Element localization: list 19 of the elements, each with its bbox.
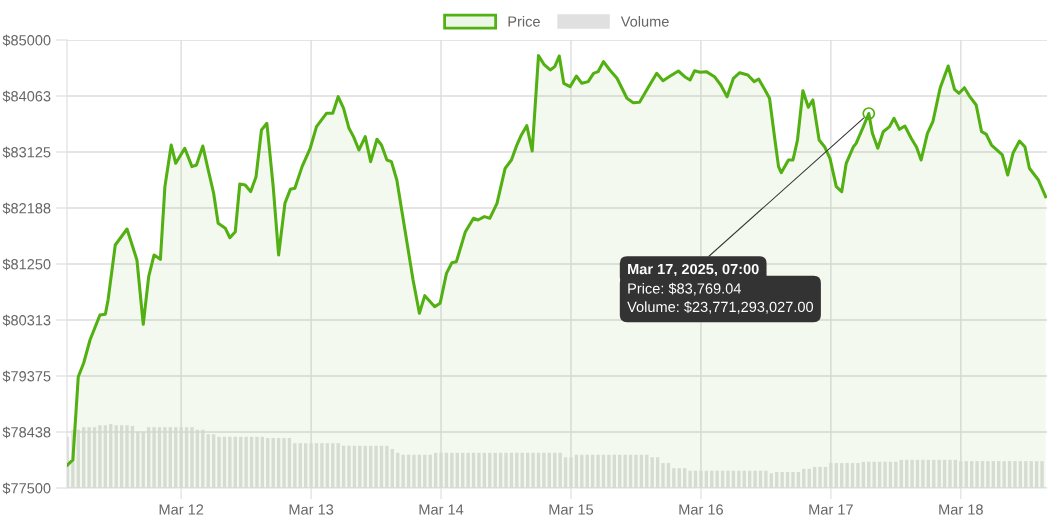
x-tick-label: Mar 13 — [289, 504, 334, 515]
x-tick-label: Mar 16 — [679, 504, 723, 515]
x-tick-label: Mar 18 — [939, 504, 983, 515]
y-tick-label: $81250 — [2, 258, 51, 271]
x-tick-label: Mar 17 — [809, 504, 853, 515]
y-tick-label: $80313 — [2, 314, 51, 327]
legend-label: Price — [508, 16, 540, 27]
legend-label: Volume — [620, 16, 669, 27]
x-tick-label: Mar 14 — [419, 504, 464, 515]
y-tick-label: $78438 — [2, 426, 51, 439]
x-tick-label: Mar 15 — [549, 504, 594, 515]
y-tick-label: $85000 — [2, 34, 51, 47]
y-tick-label: $77500 — [2, 482, 51, 495]
x-tick-label: Mar 12 — [159, 504, 204, 515]
y-tick-label: $79375 — [2, 370, 51, 383]
y-tick-label: $82188 — [2, 202, 51, 215]
y-tick-label: $83125 — [2, 146, 51, 159]
y-tick-label: $84063 — [2, 90, 51, 103]
annotation: Mar 17, 2025, 07:00 Price: $83,769.04 Volume: $23,771,293,027.00 — [627, 263, 814, 314]
